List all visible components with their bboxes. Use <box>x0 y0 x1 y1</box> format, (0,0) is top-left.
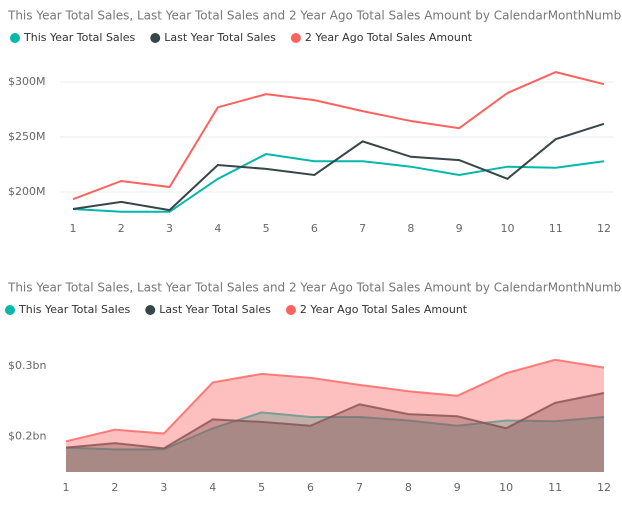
x-tick-label: 7 <box>359 222 366 235</box>
x-tick-label: 6 <box>307 481 314 494</box>
y-tick-label: $0.3bn <box>8 359 46 372</box>
line <box>72 71 605 201</box>
x-tick-label: 6 <box>311 222 318 235</box>
legend-marker <box>10 33 20 43</box>
x-tick-label: 11 <box>548 481 562 494</box>
y-tick-label: $300M <box>8 75 46 88</box>
area <box>66 359 604 472</box>
x-tick-label: 2 <box>118 222 125 235</box>
y-tick-label: $250M <box>8 130 46 143</box>
x-tick-label: 1 <box>70 222 77 235</box>
x-tick-label: 2 <box>111 481 118 494</box>
chart-title: This Year Total Sales, Last Year Total S… <box>7 9 622 23</box>
x-tick-label: 12 <box>597 222 611 235</box>
x-tick-label: 3 <box>166 222 173 235</box>
x-tick-label: 7 <box>356 481 363 494</box>
legend-marker <box>290 33 301 43</box>
x-tick-label: 4 <box>209 481 216 494</box>
chart-title: This Year Total Sales, Last Year Total S… <box>7 281 622 295</box>
area <box>66 392 604 472</box>
line <box>72 122 605 212</box>
x-tick-label: 3 <box>160 481 167 494</box>
x-tick-label: 11 <box>549 222 563 235</box>
legend-label: 2 Year Ago Total Sales Amount <box>300 303 468 316</box>
x-tick-label: 8 <box>407 222 414 235</box>
x-tick-label: 10 <box>500 222 514 235</box>
legend-marker <box>5 305 15 315</box>
y-tick-label: $0.2bn <box>8 430 46 443</box>
x-tick-label: 9 <box>454 481 461 494</box>
legend-label: This Year Total Sales <box>18 303 130 316</box>
legend-label: Last Year Total Sales <box>164 31 276 44</box>
area-line <box>65 391 605 450</box>
x-tick-label: 12 <box>597 481 611 494</box>
legend-label: 2 Year Ago Total Sales Amount <box>305 31 473 44</box>
x-tick-label: 5 <box>263 222 270 235</box>
x-tick-label: 4 <box>214 222 221 235</box>
legend-marker <box>145 305 156 315</box>
x-tick-label: 10 <box>499 481 513 494</box>
area-line <box>65 411 605 451</box>
legend-marker <box>150 33 161 43</box>
legend-label: This Year Total Sales <box>23 31 135 44</box>
x-tick-label: 9 <box>456 222 463 235</box>
x-tick-label: 8 <box>405 481 412 494</box>
area-line <box>65 358 605 443</box>
area <box>66 412 604 472</box>
legend-label: Last Year Total Sales <box>159 303 271 316</box>
x-tick-label: 5 <box>258 481 265 494</box>
line <box>72 153 605 213</box>
legend-marker <box>285 305 296 315</box>
y-tick-label: $200M <box>8 185 46 198</box>
x-tick-label: 1 <box>63 481 70 494</box>
